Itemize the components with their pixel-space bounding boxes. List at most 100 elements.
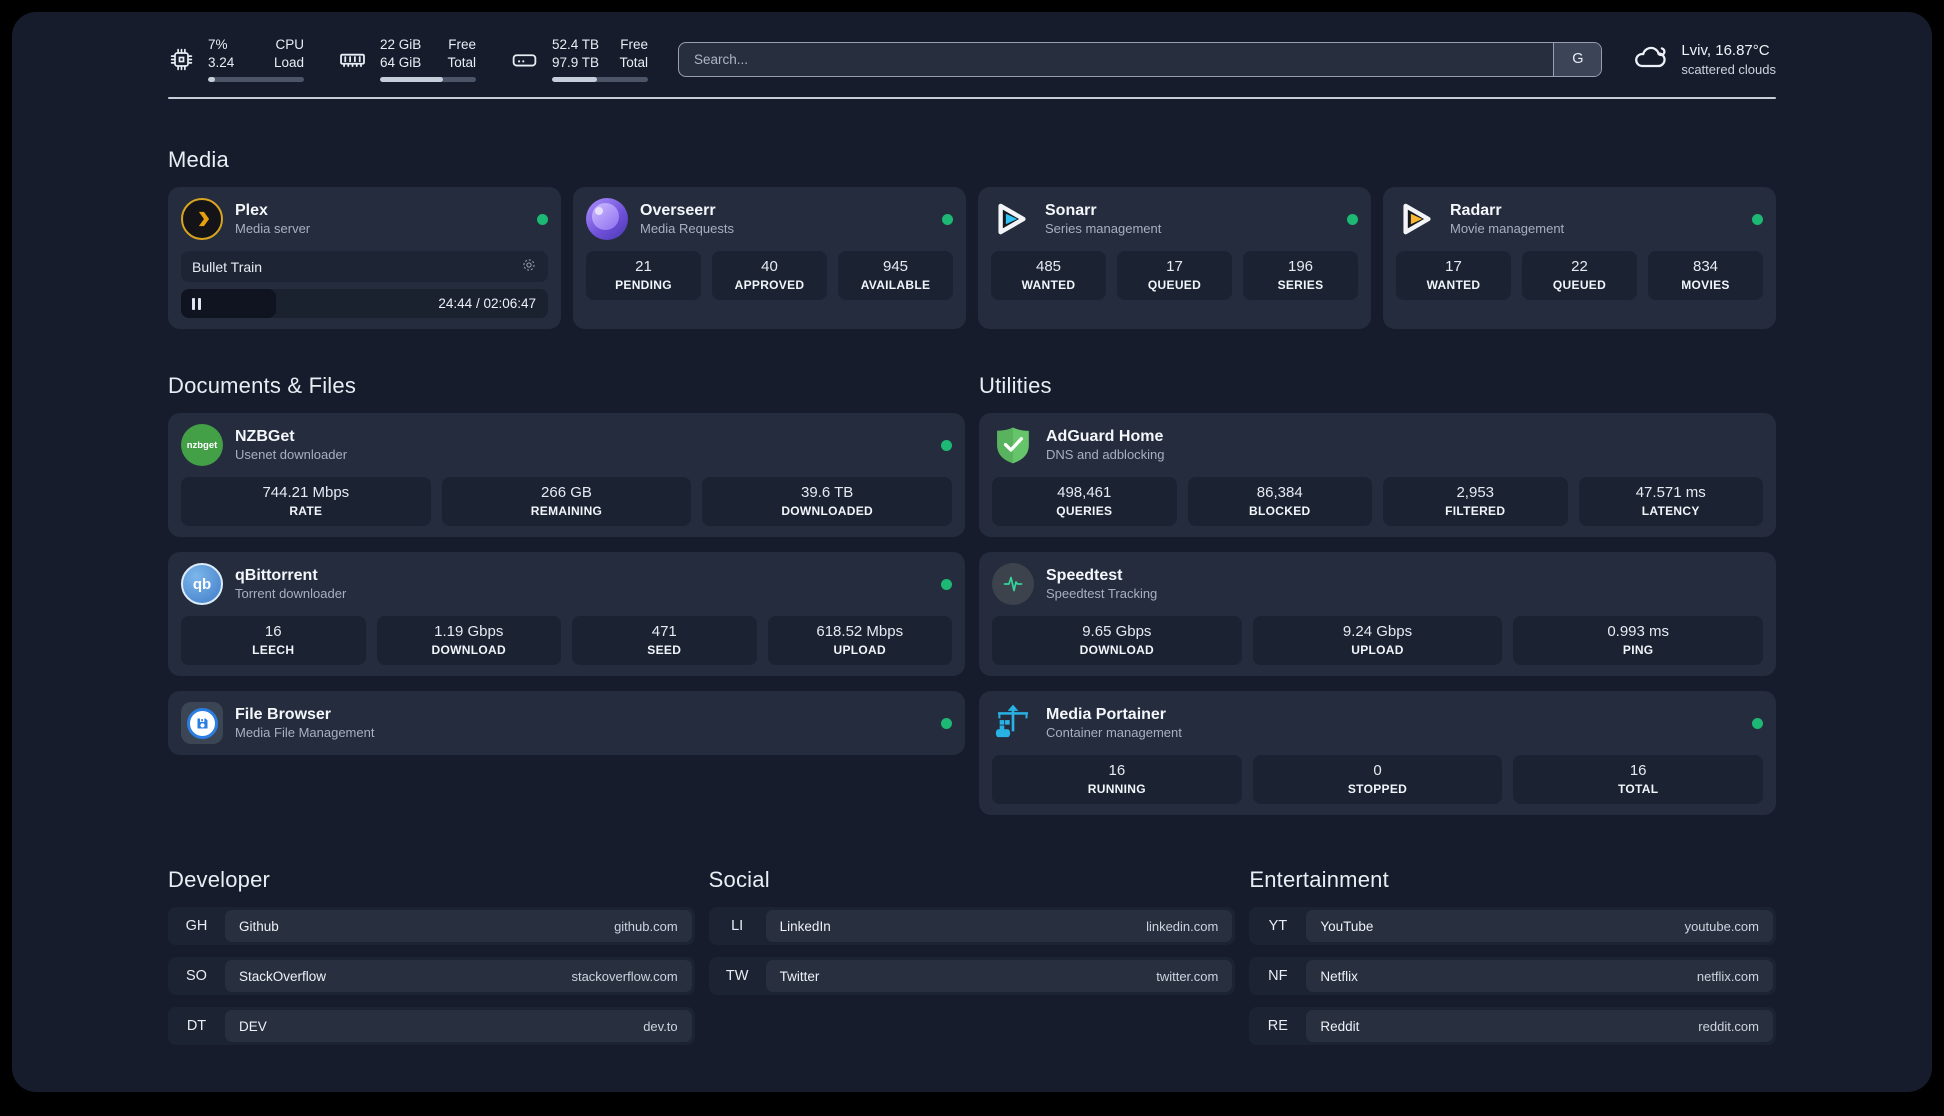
disk-icon [510, 45, 539, 74]
stat-tile: 834 MOVIES [1648, 251, 1763, 300]
link-abbr: DT [186, 1018, 207, 1034]
stat-label: DOWNLOADED [781, 504, 873, 518]
plex-icon [181, 198, 223, 240]
app-subtitle: Usenet downloader [235, 447, 348, 462]
stat-tile: 22 QUEUED [1522, 251, 1637, 300]
search-input[interactable] [679, 42, 1554, 76]
search-engine-button[interactable]: G [1553, 42, 1602, 76]
app-card-adguard[interactable]: AdGuard Home DNS and adblocking 498,461 … [979, 413, 1776, 537]
stat-value: 744.21 Mbps [262, 484, 350, 501]
link-url: twitter.com [1156, 968, 1219, 984]
memory-progress-fill [380, 76, 444, 82]
status-online-dot [941, 439, 952, 451]
now-playing-row[interactable]: Bullet Train [181, 251, 548, 282]
documents-column: Documents & Files nzbget NZBGet Usenet d… [168, 329, 965, 755]
app-title: File Browser [235, 706, 332, 723]
app-card-overseerr[interactable]: Overseerr Media Requests 21 PENDING 40 A… [573, 187, 966, 329]
app-card-radarr[interactable]: Radarr Movie management 17 WANTED 22 QUE… [1383, 187, 1776, 329]
stat-value: 834 [1692, 258, 1719, 275]
stat-label: WANTED [1426, 278, 1481, 292]
stat-label: RUNNING [1087, 782, 1146, 796]
nzbget-icon-text: nzbget [186, 439, 218, 451]
app-title: Sonarr [1045, 202, 1097, 219]
middle-columns: Documents & Files nzbget NZBGet Usenet d… [168, 329, 1776, 815]
player-bar: 24:44 / 02:06:47 [181, 289, 548, 318]
app-card-nzbget[interactable]: nzbget NZBGet Usenet downloader 744.21 M… [168, 413, 965, 537]
filebrowser-icon [181, 702, 223, 744]
app-subtitle: Movie management [1450, 221, 1565, 236]
section-title-entertainment: Entertainment [1249, 867, 1389, 892]
app-card-qbittorrent[interactable]: qb qBittorrent Torrent downloader 16 LEE… [168, 552, 965, 676]
link-reddit[interactable]: RE Reddit reddit.com [1249, 1007, 1776, 1045]
app-title: AdGuard Home [1046, 428, 1164, 445]
disk-total-label: Total [619, 55, 648, 70]
stat-tile: 17 QUEUED [1117, 251, 1232, 300]
link-url: dev.to [643, 1018, 678, 1034]
pause-button[interactable] [181, 289, 212, 318]
app-card-portainer[interactable]: Media Portainer Container management 16 … [979, 691, 1776, 815]
link-twitter[interactable]: TW Twitter twitter.com [708, 957, 1236, 995]
utilities-column: Utilities AdGuard Home [979, 329, 1776, 815]
stat-value: 40 [761, 258, 778, 275]
link-stackoverflow[interactable]: SO StackOverflow stackoverflow.com [168, 957, 695, 995]
stat-value: 47.571 ms [1635, 484, 1706, 501]
link-youtube[interactable]: YT YouTube youtube.com [1249, 907, 1776, 945]
link-name: StackOverflow [239, 968, 327, 984]
adguard-icon [992, 424, 1034, 466]
header-divider [168, 97, 1776, 99]
app-card-filebrowser[interactable]: File Browser Media File Management [168, 691, 965, 755]
top-bar: 7% 3.24 CPU Load [168, 34, 1776, 84]
stat-label: SEED [647, 643, 682, 657]
disk-widget: 52.4 TB 97.9 TB Free Total [510, 36, 648, 82]
link-dev[interactable]: DT DEV dev.to [168, 1007, 695, 1045]
cpu-usage-label: CPU [275, 37, 304, 53]
status-online-dot [941, 717, 952, 729]
link-url: github.com [614, 918, 678, 934]
stat-tile: 9.65 Gbps DOWNLOAD [992, 616, 1242, 665]
app-subtitle: Speedtest Tracking [1046, 586, 1158, 601]
stat-value: 498,461 [1057, 484, 1112, 501]
stat-label: QUERIES [1056, 504, 1113, 518]
stat-label: QUEUED [1147, 278, 1202, 292]
stat-tile: 40 APPROVED [712, 251, 827, 300]
link-github[interactable]: GH Github github.com [168, 907, 695, 945]
stat-value: 2,953 [1456, 484, 1495, 501]
stat-tile: 266 GB REMAINING [441, 477, 692, 526]
app-title: Overseerr [640, 202, 716, 219]
stat-label: LEECH [252, 643, 295, 657]
app-card-plex[interactable]: Plex Media server Bullet Train 24:44 / 0… [168, 187, 561, 329]
disk-total-value: 97.9 TB [552, 55, 600, 70]
cpu-usage-value: 7% [208, 37, 228, 53]
app-card-sonarr[interactable]: Sonarr Series management 485 WANTED 17 Q… [978, 187, 1371, 329]
stat-value: 618.52 Mbps [816, 623, 904, 640]
disk-progress-bar [552, 76, 648, 82]
stat-tile: 0.993 ms PING [1513, 616, 1763, 665]
stat-value: 0 [1373, 762, 1382, 779]
stat-label: STOPPED [1347, 782, 1408, 796]
cpu-progress-fill [208, 76, 215, 82]
stat-tile: 86,384 BLOCKED [1187, 477, 1372, 526]
link-abbr: RE [1267, 1018, 1288, 1034]
disk-progress-fill [552, 76, 598, 82]
entertainment-column: Entertainment YT YouTube youtube.com NF … [1249, 867, 1776, 1057]
disk-free-label: Free [620, 37, 648, 53]
app-subtitle: Media File Management [235, 725, 375, 740]
stat-label: MOVIES [1681, 278, 1730, 292]
link-name: DEV [239, 1018, 267, 1034]
link-url: netflix.com [1696, 968, 1759, 984]
stat-label: APPROVED [734, 278, 805, 292]
link-linkedin[interactable]: LI LinkedIn linkedin.com [708, 907, 1236, 945]
stat-tile: 9.24 Gbps UPLOAD [1252, 616, 1503, 665]
link-abbr: NF [1268, 968, 1288, 984]
stat-tile: 17 WANTED [1396, 251, 1511, 300]
weather-widget: Lviv, 16.87°C scattered clouds [1632, 39, 1776, 80]
stat-value: 9.24 Gbps [1342, 623, 1413, 640]
search-bar: G [678, 41, 1603, 77]
stat-label: WANTED [1021, 278, 1076, 292]
stat-value: 0.993 ms [1607, 623, 1670, 640]
app-card-speedtest[interactable]: Speedtest Speedtest Tracking 9.65 Gbps D… [979, 552, 1776, 676]
status-online-dot [941, 578, 952, 590]
link-netflix[interactable]: NF Netflix netflix.com [1249, 957, 1776, 995]
settings-icon[interactable] [521, 257, 537, 276]
stat-value: 17 [1166, 258, 1183, 275]
